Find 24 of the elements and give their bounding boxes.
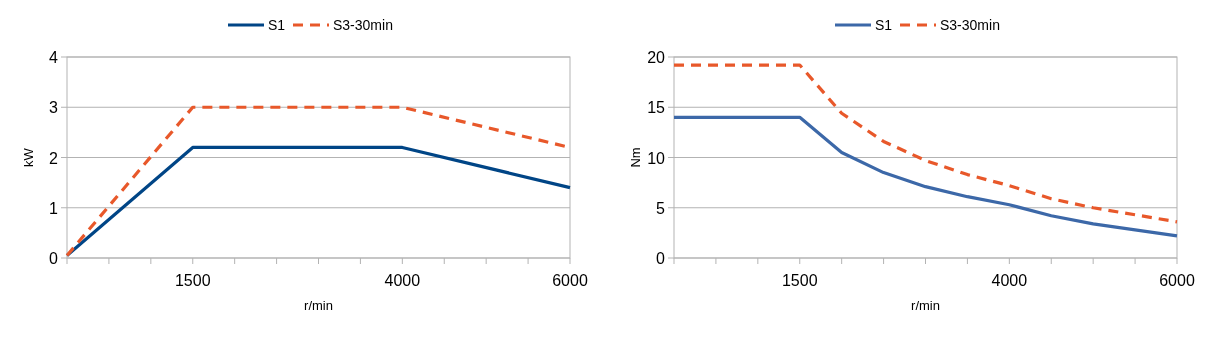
- legend-label: S3-30min: [333, 17, 393, 33]
- x-tick-label: 6000: [552, 272, 588, 289]
- legend-label: S1: [268, 17, 286, 33]
- x-tick-label: 4000: [384, 272, 421, 289]
- y-tick-label: 5: [656, 199, 666, 217]
- y-tick-label: 1: [49, 199, 59, 217]
- x-tick-label: 6000: [1159, 272, 1195, 289]
- y-tick-label: 0: [656, 250, 666, 267]
- x-tick-label: 4000: [991, 272, 1028, 289]
- y-axis-title: kW: [21, 147, 36, 167]
- y-tick-label: 10: [647, 149, 666, 167]
- y-tick-label: 2: [49, 149, 59, 167]
- y-tick-label: 0: [49, 250, 59, 267]
- y-tick-label: 3: [49, 99, 59, 117]
- x-axis-title: r/min: [911, 298, 940, 313]
- legend-label: S1: [875, 17, 893, 33]
- y-axis-title: Nm: [628, 147, 643, 168]
- y-tick-label: 15: [647, 99, 666, 117]
- y-tick-label: 4: [49, 49, 59, 66]
- x-tick-label: 1500: [781, 272, 818, 289]
- legend-label: S3-30min: [940, 17, 1000, 33]
- x-axis-title: r/min: [304, 298, 333, 313]
- x-tick-label: 1500: [174, 272, 211, 289]
- y-tick-label: 20: [647, 49, 666, 66]
